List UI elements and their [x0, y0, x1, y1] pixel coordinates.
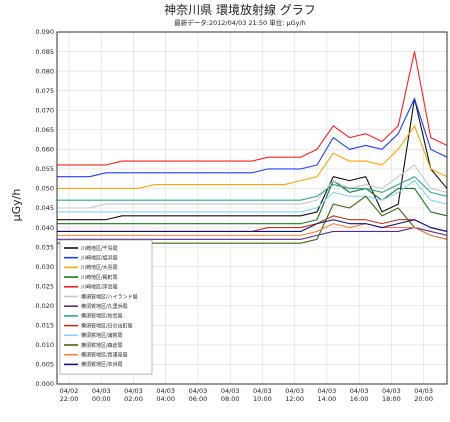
series-line-1 — [57, 97, 448, 178]
legend-label: 川崎地区/千鳥局 — [81, 245, 118, 252]
legend-label: 川崎地区/大島局 — [81, 264, 118, 271]
y-tick-label: 0.045 — [35, 204, 54, 212]
y-tick-label: 0.060 — [35, 146, 54, 154]
y-tick-label: 0.020 — [35, 302, 54, 310]
y-tick-label: 0.075 — [35, 87, 54, 95]
x-tick-time: 06:00 — [189, 395, 208, 403]
legend-label: 横須賀地区/日の出町局 — [81, 322, 133, 329]
x-tick-time: 12:00 — [285, 395, 304, 403]
y-tick-label: 0.065 — [35, 126, 54, 134]
x-tick-time: 16:00 — [350, 395, 369, 403]
x-tick-time: 08:00 — [221, 395, 240, 403]
legend-label: 横須賀地区/西浦見局 — [81, 352, 128, 359]
series-line-12 — [57, 219, 448, 233]
chart-subtitle: 最新データ:2012/04/03 21:50 単位: μGy/h — [174, 18, 306, 27]
legend: 川崎地区/千鳥局川崎地区/塩浜局川崎地区/大島局川崎地区/殿町局川崎地区/浮島局… — [59, 239, 153, 375]
x-tick-date: 04/03 — [382, 387, 401, 395]
legend-label: 川崎地区/殿町局 — [81, 274, 118, 281]
y-tick-label: 0.090 — [35, 28, 54, 36]
x-tick-time: 00:00 — [92, 395, 111, 403]
legend-label: 横須賀地区/浦賀局 — [81, 332, 123, 339]
series-line-4 — [57, 51, 448, 166]
series-group — [57, 51, 448, 244]
x-tick-date: 04/03 — [124, 387, 143, 395]
y-tick-label: 0.055 — [35, 165, 54, 173]
x-tick-date: 04/03 — [350, 387, 369, 395]
x-tick-date: 04/03 — [92, 387, 111, 395]
series-line-9 — [57, 180, 448, 213]
series-line-10 — [57, 195, 448, 244]
y-axis-label: μGy/h — [10, 189, 23, 222]
y-tick-label: 0.040 — [35, 224, 54, 232]
series-line-5 — [57, 164, 448, 209]
y-ticks: 0.000 0.005 0.010 0.015 0.020 0.025 0.030 0.035… — [35, 28, 54, 388]
y-tick-label: 0.085 — [35, 48, 54, 56]
x-tick-time: 02:00 — [124, 395, 143, 403]
x-tick-time: 22:00 — [60, 395, 79, 403]
x-tick-date: 04/02 — [60, 387, 79, 395]
legend-label: 横須賀地区/ハイランド局 — [81, 293, 138, 300]
legend-label: 横須賀地区/衣浜局 — [81, 361, 123, 368]
y-tick-label: 0.015 — [35, 322, 54, 330]
legend-label: 川崎地区/浮島局 — [81, 284, 118, 291]
y-tick-label: 0.000 — [35, 380, 54, 388]
x-tick-time: 10:00 — [253, 395, 272, 403]
y-tick-label: 0.035 — [35, 243, 54, 251]
y-tick-label: 0.070 — [35, 106, 54, 114]
y-tick-label: 0.030 — [35, 263, 54, 271]
x-ticks: 04/0222:0004/0300:0004/0302:0004/0304:00… — [60, 387, 433, 403]
y-tick-label: 0.010 — [35, 341, 54, 349]
x-tick-date: 04/03 — [414, 387, 433, 395]
x-tick-date: 04/03 — [156, 387, 175, 395]
x-tick-time: 04:00 — [156, 395, 175, 403]
legend-label: 横須賀地区/久里浜局 — [81, 303, 128, 310]
series-line-2 — [57, 125, 448, 189]
y-tick-label: 0.050 — [35, 185, 54, 193]
x-tick-date: 04/03 — [189, 387, 208, 395]
x-tick-time: 20:00 — [414, 395, 433, 403]
legend-label: 横須賀地区/森倉局 — [81, 342, 123, 349]
x-tick-time: 14:00 — [318, 395, 337, 403]
legend-label: 川崎地区/塩浜局 — [81, 255, 118, 262]
series-line-0 — [57, 97, 448, 221]
series-line-6 — [57, 227, 448, 240]
y-tick-label: 0.025 — [35, 282, 54, 290]
chart-title: 神奈川県 環境放射線 グラフ — [164, 2, 316, 17]
y-tick-label: 0.080 — [35, 67, 54, 75]
series-line-7 — [57, 176, 448, 201]
legend-box — [59, 239, 153, 375]
legend-label: 横須賀地区/佐島局 — [81, 313, 123, 320]
x-tick-date: 04/03 — [318, 387, 337, 395]
x-tick-time: 18:00 — [382, 395, 401, 403]
x-tick-date: 04/03 — [221, 387, 240, 395]
y-tick-label: 0.005 — [35, 361, 54, 369]
x-tick-date: 04/03 — [253, 387, 272, 395]
plot-frame — [56, 31, 448, 385]
x-tick-date: 04/03 — [285, 387, 304, 395]
